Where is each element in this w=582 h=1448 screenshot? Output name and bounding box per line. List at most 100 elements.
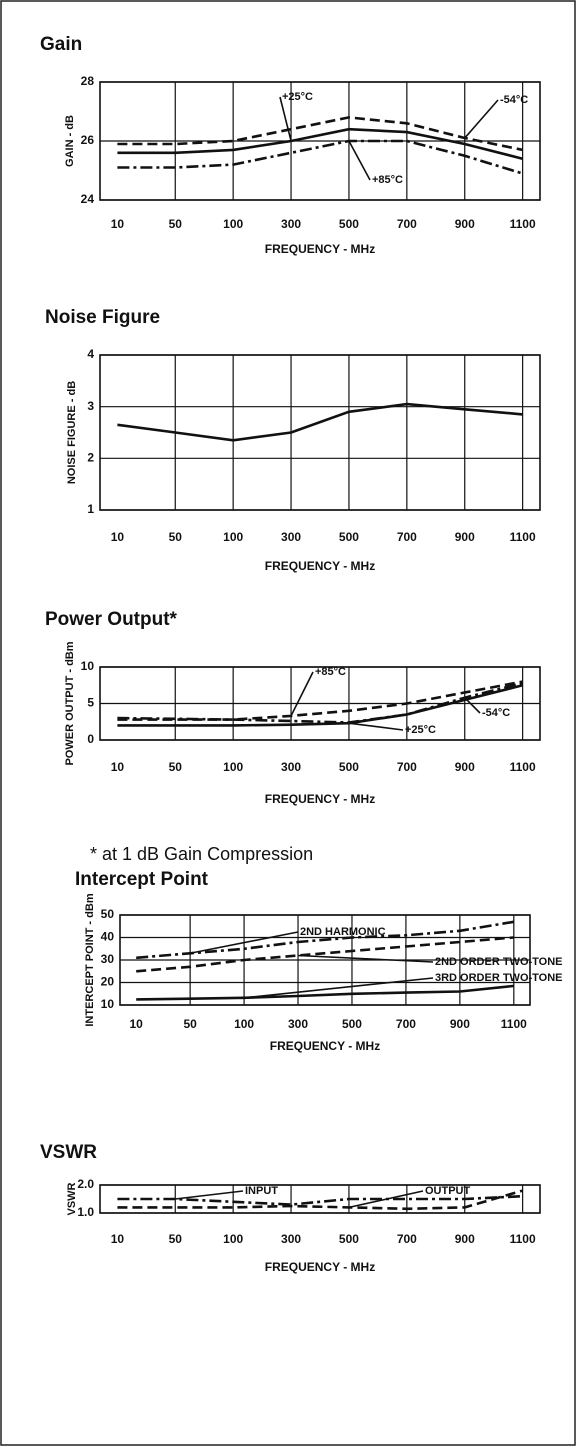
y-axis-label: POWER OUTPUT - dBm [64, 641, 76, 765]
series-line [117, 1189, 523, 1211]
y-axis-label: VSWR [66, 1182, 78, 1215]
x-tick-label: 500 [339, 1232, 359, 1246]
y-tick-label: 0 [87, 732, 94, 746]
x-tick-label: 900 [455, 217, 475, 231]
x-tick-label: 1100 [510, 760, 536, 774]
x-tick-label: 1100 [510, 217, 536, 231]
series-label: -54°C [500, 94, 528, 106]
x-tick-label: 10 [111, 217, 125, 231]
x-axis-label: FREQUENCY - MHz [265, 559, 375, 573]
y-tick-label: 2 [87, 451, 94, 465]
x-tick-label: 50 [169, 760, 183, 774]
y-tick-label: 28 [81, 74, 95, 88]
x-axis-label: FREQUENCY - MHz [270, 1039, 380, 1053]
x-tick-label: 300 [281, 1232, 301, 1246]
series-label: OUTPUT [425, 1185, 471, 1197]
x-tick-label: 500 [339, 760, 359, 774]
x-tick-label: 100 [223, 530, 243, 544]
series-line [117, 680, 523, 721]
x-tick-label: 100 [234, 1017, 254, 1031]
chart-title: Gain [40, 34, 82, 55]
y-tick-label: 4 [87, 347, 94, 361]
x-tick-label: 700 [397, 217, 417, 231]
annotation-leader [464, 99, 499, 139]
y-tick-label: 1.0 [77, 1205, 94, 1219]
x-tick-label: 300 [281, 217, 301, 231]
series-line [117, 116, 523, 152]
x-tick-label: 100 [223, 760, 243, 774]
x-tick-label: 300 [281, 530, 301, 544]
series-line [117, 681, 523, 724]
series-line [117, 139, 523, 175]
x-tick-label: 300 [281, 760, 301, 774]
x-tick-label: 1100 [510, 530, 536, 544]
annotation-leader [290, 671, 314, 717]
y-axis-label: NOISE FIGURE - dB [66, 381, 78, 484]
y-tick-label: 10 [81, 659, 95, 673]
annotation-leader [243, 977, 434, 999]
series-label: 2ND ORDER TWO-TONE [435, 956, 563, 968]
series-line [117, 402, 523, 442]
y-axis-label: INTERCEPT POINT - dBm [84, 893, 96, 1026]
x-axis-label: FREQUENCY - MHz [265, 242, 375, 256]
y-tick-label: 2.0 [77, 1177, 94, 1191]
series-label: +85°C [315, 666, 346, 678]
x-tick-label: 10 [111, 760, 125, 774]
y-tick-label: 10 [101, 997, 115, 1011]
x-tick-label: 10 [111, 1232, 125, 1246]
y-tick-label: 50 [101, 907, 115, 921]
series-label: INPUT [245, 1185, 278, 1197]
x-tick-label: 50 [169, 217, 183, 231]
x-tick-label: 300 [288, 1017, 308, 1031]
x-tick-label: 900 [455, 1232, 475, 1246]
chart-title: Intercept Point [75, 869, 209, 890]
annotation-leader [175, 1190, 244, 1200]
x-tick-label: 700 [397, 1232, 417, 1246]
footnote: * at 1 dB Gain Compression [90, 844, 313, 864]
annotation-leader [464, 697, 481, 714]
y-tick-label: 40 [101, 930, 115, 944]
x-tick-label: 100 [223, 1232, 243, 1246]
chart-title: VSWR [40, 1142, 97, 1163]
x-tick-label: 100 [223, 217, 243, 231]
series-label: 2ND HARMONIC [300, 926, 386, 938]
x-tick-label: 700 [397, 760, 417, 774]
series-line [117, 127, 523, 160]
x-axis-label: FREQUENCY - MHz [265, 792, 375, 806]
x-tick-label: 500 [339, 217, 359, 231]
series-line [117, 684, 523, 727]
y-tick-label: 30 [101, 952, 115, 966]
annotation-leader [189, 931, 299, 955]
x-tick-label: 1100 [510, 1232, 536, 1246]
x-tick-label: 500 [339, 530, 359, 544]
series-label: +25°C [282, 91, 313, 103]
chart-title: Power Output* [45, 609, 178, 630]
y-tick-label: 24 [81, 192, 95, 206]
x-tick-label: 50 [169, 530, 183, 544]
x-tick-label: 50 [169, 1232, 183, 1246]
annotation-leader [348, 722, 404, 731]
y-axis-label: GAIN - dB [64, 115, 76, 167]
y-tick-label: 26 [81, 133, 95, 147]
x-tick-label: 1100 [501, 1017, 527, 1031]
annotation-leader [279, 96, 292, 142]
annotation-leader [348, 1190, 424, 1209]
x-tick-label: 10 [111, 530, 125, 544]
x-tick-label: 900 [450, 1017, 470, 1031]
series-line [136, 936, 514, 973]
series-label: -54°C [482, 707, 510, 719]
series-label: +85°C [372, 174, 403, 186]
chart-title: Noise Figure [45, 307, 160, 328]
series-label: +25°C [405, 724, 436, 736]
y-tick-label: 5 [87, 696, 94, 710]
annotation-leader [297, 954, 434, 963]
y-tick-label: 3 [87, 399, 94, 413]
x-tick-label: 700 [396, 1017, 416, 1031]
series-line [117, 1194, 523, 1206]
series-label: 3RD ORDER TWO-TONE [435, 972, 563, 984]
x-tick-label: 900 [455, 760, 475, 774]
x-tick-label: 10 [130, 1017, 144, 1031]
x-axis-label: FREQUENCY - MHz [265, 1260, 375, 1274]
